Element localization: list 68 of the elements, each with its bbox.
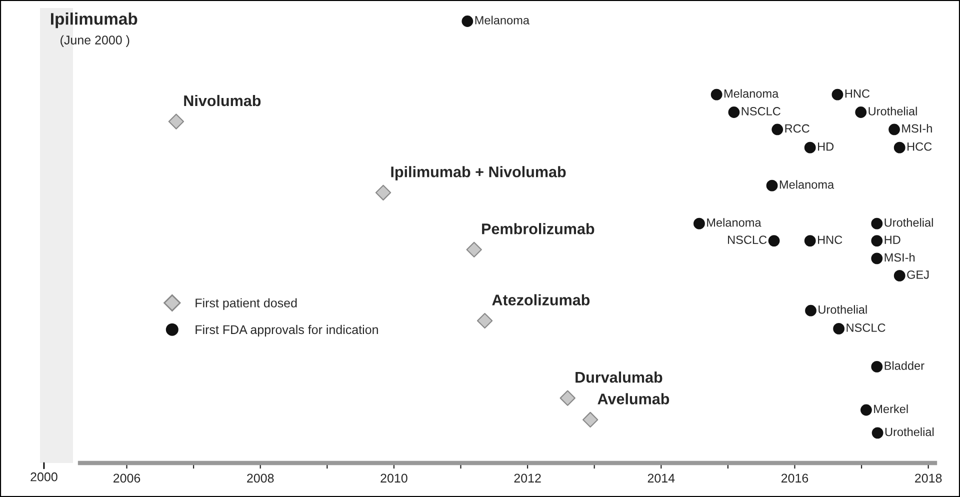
point xyxy=(560,390,576,406)
x-tick-label: 2010 xyxy=(380,474,408,483)
point xyxy=(871,252,883,264)
point xyxy=(772,124,784,136)
point xyxy=(375,184,392,200)
point xyxy=(855,106,867,118)
point xyxy=(894,270,906,282)
annotation: HNC xyxy=(845,89,870,98)
point xyxy=(804,235,816,247)
x-tick-label: 2008 xyxy=(247,474,274,483)
annotation: MSI-h xyxy=(884,252,915,262)
x-tick-label: 2014 xyxy=(648,474,675,483)
point xyxy=(871,235,883,247)
annotation: HD xyxy=(818,142,834,151)
annotation: NSCLC xyxy=(742,107,780,116)
point xyxy=(710,88,722,100)
annotation: NSCLC xyxy=(728,236,767,244)
annotation: Ipilimumab xyxy=(51,12,138,28)
annotation: Melanoma xyxy=(724,89,779,98)
annotation: Atezolizumab xyxy=(492,294,590,306)
annotation: Bladder xyxy=(884,361,924,370)
point xyxy=(804,142,816,154)
x-tick-label: 2012 xyxy=(514,474,541,483)
annotation: Merkel xyxy=(874,404,908,414)
x-tick-label: 2006 xyxy=(113,474,140,483)
point xyxy=(466,242,482,258)
point xyxy=(871,360,883,372)
annotation: Melanoma xyxy=(707,218,762,227)
annotation: Nivolumab xyxy=(184,94,261,106)
annotation: HD xyxy=(884,236,900,244)
point xyxy=(694,218,705,230)
text: 2000 xyxy=(30,472,58,482)
legend-label: First patient dosed xyxy=(196,298,297,310)
annotation: Urothelial xyxy=(868,106,917,116)
point xyxy=(833,323,845,334)
annotation: Melanoma xyxy=(780,180,834,189)
point xyxy=(766,180,778,192)
annotation: GEJ xyxy=(907,270,929,279)
point xyxy=(872,427,884,439)
point xyxy=(894,142,906,154)
point xyxy=(582,412,598,428)
point xyxy=(476,312,493,329)
annotation: HCC xyxy=(908,142,932,151)
annotation: Urothelial xyxy=(818,305,867,314)
point xyxy=(168,114,184,130)
point xyxy=(871,218,883,230)
annotation: Avelumab xyxy=(598,393,670,404)
annotation: RCC xyxy=(785,124,810,133)
x-tick-label: 2018 xyxy=(915,474,942,483)
annotation: Durvalumab xyxy=(576,372,662,383)
annotation: (June 2000 ) xyxy=(60,35,130,47)
annotation: Urothelial xyxy=(885,427,934,436)
point xyxy=(768,235,780,247)
legend-label: First FDA approvals for indication xyxy=(196,324,378,337)
point xyxy=(860,404,872,416)
annotation: Urothelial xyxy=(884,218,933,227)
annotation: Melanoma xyxy=(475,16,530,24)
point xyxy=(728,106,740,118)
point xyxy=(888,124,900,136)
point xyxy=(805,304,816,316)
annotation: Pembrolizumab xyxy=(482,223,594,234)
annotation: HNC xyxy=(818,236,842,244)
point xyxy=(462,16,474,27)
annotation: MSI-h xyxy=(902,124,932,133)
annotation: NSCLC xyxy=(846,324,886,332)
annotation: Ipilimumab + Nivolumab xyxy=(391,166,566,180)
point xyxy=(832,88,844,100)
x-tick-label: 2016 xyxy=(781,474,808,483)
